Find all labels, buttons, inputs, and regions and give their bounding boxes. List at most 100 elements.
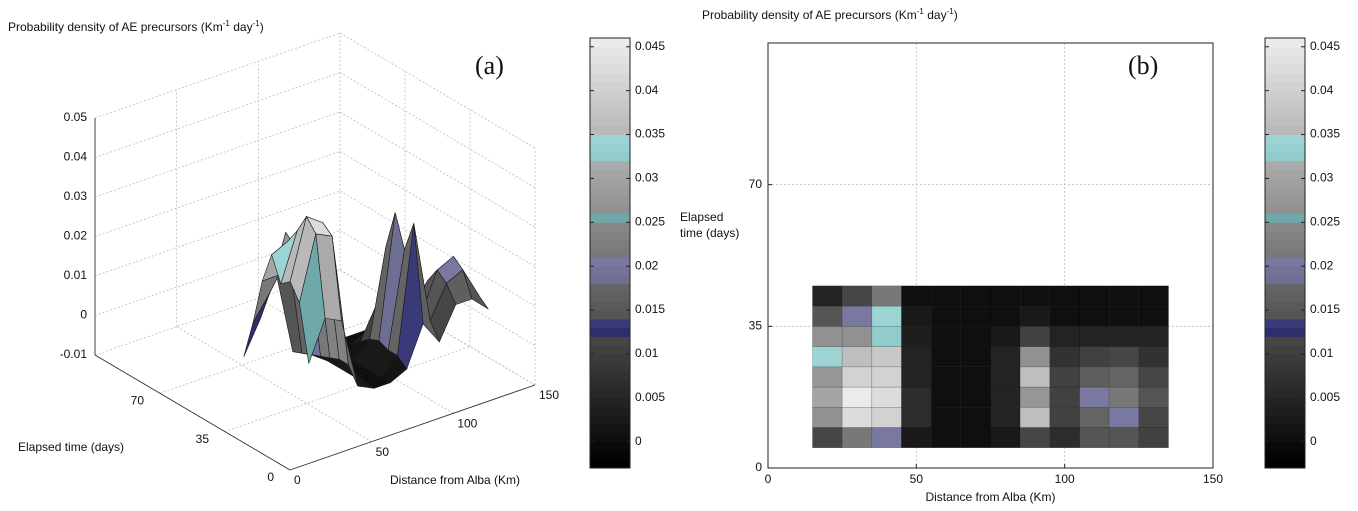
heatmap-cell <box>871 366 902 388</box>
heatmap-cell <box>1108 386 1140 408</box>
heatmap-cell <box>812 305 843 327</box>
heatmap-cell <box>1049 305 1080 327</box>
heatmap-cell <box>1138 305 1169 327</box>
colorbar-tick-label: 0.015 <box>635 302 665 316</box>
heatmap-cell <box>871 285 902 307</box>
y-axis-label: time (days) <box>680 226 739 240</box>
heatmap-cell <box>1049 407 1080 428</box>
title-part: ) <box>954 8 958 22</box>
colorbar-band <box>1265 310 1305 320</box>
heatmap-cell <box>990 285 1021 307</box>
colorbar-band <box>590 432 630 443</box>
heatmap-cell <box>960 285 991 307</box>
colorbar-band <box>590 143 630 153</box>
colorbar-band <box>1265 362 1305 372</box>
heatmap-cell <box>930 326 962 347</box>
heatmap-cell <box>1049 285 1080 307</box>
title-part: day <box>924 8 947 22</box>
heatmap-cell <box>1079 285 1110 307</box>
colorbar-band <box>590 38 630 48</box>
title-part: -1 <box>917 7 925 16</box>
colorbar-band <box>590 213 630 223</box>
surface-patch <box>252 274 280 323</box>
colorbar-tick-label: 0.01 <box>1310 346 1334 360</box>
heatmap-cell <box>960 427 991 449</box>
heatmap-cell <box>1138 386 1169 408</box>
colorbar-band <box>1265 178 1305 188</box>
x-tick-label: 100 <box>457 417 477 431</box>
colorbar-band <box>1265 327 1305 337</box>
colorbar-band <box>1265 397 1305 408</box>
colorbar-band <box>590 64 630 74</box>
heatmap-cell <box>812 326 843 347</box>
colorbar-band <box>1265 38 1305 48</box>
colorbar-band <box>1265 90 1305 100</box>
heatmap-cell <box>1079 386 1110 408</box>
heatmap-cell <box>841 366 873 388</box>
colorbar-band <box>590 327 630 337</box>
heatmap-cell <box>901 407 932 428</box>
colorbar-tick-label: 0.035 <box>635 127 665 141</box>
heatmap-cell <box>812 346 843 368</box>
colorbar-band <box>590 266 630 276</box>
colorbar-frame <box>589 37 631 469</box>
heatmap-cell <box>1138 407 1169 428</box>
heatmap-cell <box>990 326 1021 347</box>
colorbar-band <box>1265 213 1305 223</box>
x-tick-label: 100 <box>1055 472 1075 486</box>
heatmap-cell <box>871 346 902 368</box>
heatmap-cell <box>1108 407 1140 428</box>
colorbar-band <box>1265 55 1305 65</box>
colorbar-band <box>1265 301 1305 311</box>
colorbar-band <box>590 441 630 451</box>
colorbar-band <box>590 187 630 197</box>
colorbar-band <box>590 116 630 127</box>
colorbar-band <box>1265 231 1305 241</box>
heatmap-cell <box>930 386 962 408</box>
y-tick-label: 0 <box>755 460 762 474</box>
x-axis-label: Distance from Alba (Km) <box>925 490 1055 504</box>
colorbar-band <box>590 169 630 179</box>
heatmap-cell <box>871 407 902 428</box>
colorbar-band <box>590 160 630 171</box>
heatmap-cell <box>1108 427 1140 449</box>
heatmap-cell <box>1138 366 1169 388</box>
colorbar-band <box>590 318 630 329</box>
colorbar-band <box>1265 134 1305 144</box>
z-tick-label: 0 <box>80 308 87 322</box>
colorbar-band <box>590 353 630 364</box>
heatmap-cell <box>1049 346 1080 368</box>
colorbar-band <box>1265 274 1305 285</box>
colorbar-band <box>1265 459 1305 469</box>
colorbar-band <box>590 459 630 469</box>
colorbar-tick-label: 0.025 <box>1310 214 1340 228</box>
colorbar-tick-label: 0.02 <box>635 258 659 272</box>
colorbar-band <box>590 108 630 118</box>
colorbar-band <box>590 204 630 215</box>
colorbar-tick-label: 0.04 <box>635 83 659 97</box>
grid-line <box>224 346 471 433</box>
colorbar-tick-label: 0.005 <box>1310 390 1340 404</box>
colorbar-band <box>590 195 630 206</box>
colorbar-band <box>1265 371 1305 381</box>
colorbar-band <box>1265 160 1305 171</box>
y-tick-label: 70 <box>131 394 145 408</box>
colorbar-band <box>1265 248 1305 258</box>
heatmap-cell <box>1079 346 1110 368</box>
chart-title: Probability density of AE precursors (Km… <box>702 7 958 22</box>
colorbar-frame <box>1264 37 1306 469</box>
colorbar-band <box>590 99 630 109</box>
heatmap-cell <box>1019 285 1051 307</box>
colorbar-band <box>590 362 630 372</box>
title-part: -1 <box>947 7 955 16</box>
colorbar-band <box>590 345 630 355</box>
colorbar-band <box>1265 116 1305 127</box>
heatmap-cell <box>1019 386 1051 408</box>
heatmap-cell <box>990 407 1021 428</box>
heatmap-cell <box>930 285 962 307</box>
heatmap-cell <box>871 326 902 347</box>
colorbar-band <box>590 389 630 399</box>
heatmap-cell <box>901 346 932 368</box>
colorbar-band <box>590 406 630 416</box>
heatmap-cell <box>812 407 843 428</box>
